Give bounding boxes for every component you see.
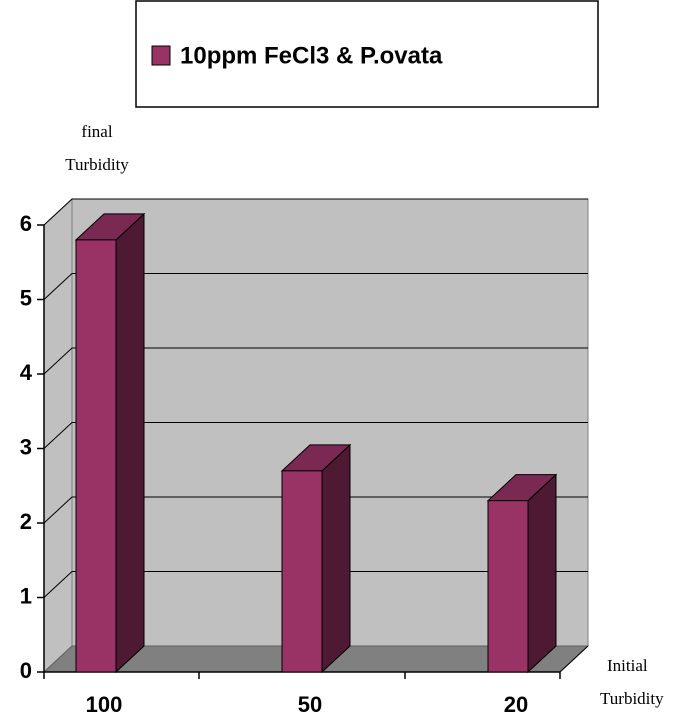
grid-line (43, 571, 588, 598)
y-tick-label: 3 (20, 434, 32, 459)
y-tick-label: 4 (20, 360, 33, 385)
bar-side (115, 212, 145, 674)
y-axis-label: final (81, 122, 112, 141)
x-tick-label: 50 (298, 692, 322, 717)
grid-line (43, 198, 588, 226)
bar (281, 470, 323, 673)
legend-box (135, 0, 599, 108)
grid-line (43, 496, 588, 524)
bar-side (321, 443, 351, 674)
y-tick-label: 2 (20, 509, 32, 534)
y-tick-label: 1 (20, 583, 32, 608)
x-tick-label: 20 (504, 692, 528, 717)
grid-line (43, 422, 588, 449)
x-axis-label: Turbidity (600, 689, 664, 708)
x-tick-label: 100 (86, 692, 123, 717)
bar (487, 500, 529, 673)
grid-line (43, 273, 588, 300)
x-axis-depth (559, 645, 589, 673)
legend-label: 10ppm FeCl3 & P.ovata (180, 42, 443, 69)
y-tick-label: 6 (20, 211, 32, 236)
x-axis-label: Initial (607, 656, 648, 675)
y-tick-label: 0 (20, 658, 32, 683)
y-axis-label: Turbidity (65, 155, 129, 174)
bar (75, 239, 117, 673)
bar-side (527, 473, 557, 674)
grid-line (43, 347, 588, 375)
y-tick-label: 5 (20, 285, 32, 310)
legend-swatch (151, 45, 171, 66)
